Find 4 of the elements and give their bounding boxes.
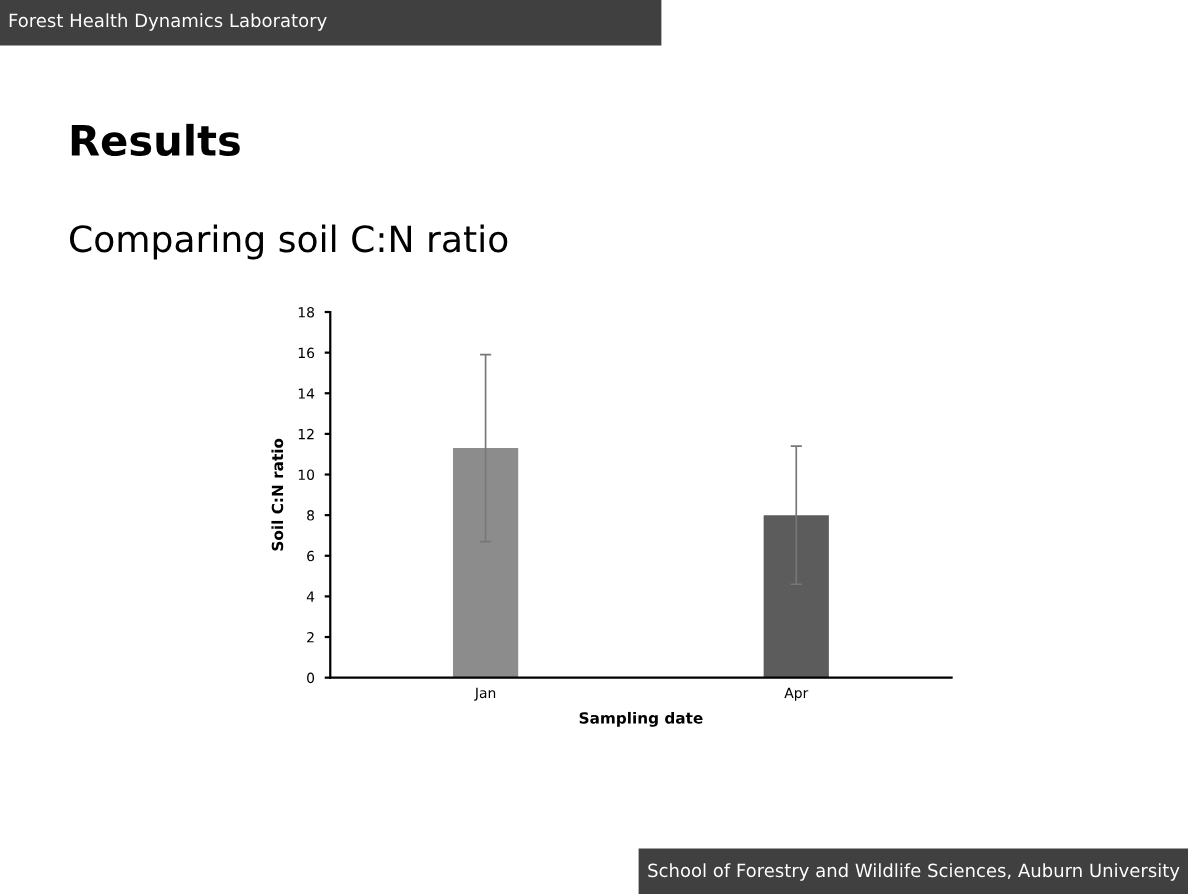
chart-subtitle: Comparing soil C:N ratio bbox=[70, 224, 508, 260]
chart-title: Results bbox=[71, 123, 240, 157]
text: Forest Health Dynamics Laboratory bbox=[9, 13, 327, 31]
text: School of Forestry and Wildlife Sciences, Auburn University bbox=[648, 863, 1180, 881]
